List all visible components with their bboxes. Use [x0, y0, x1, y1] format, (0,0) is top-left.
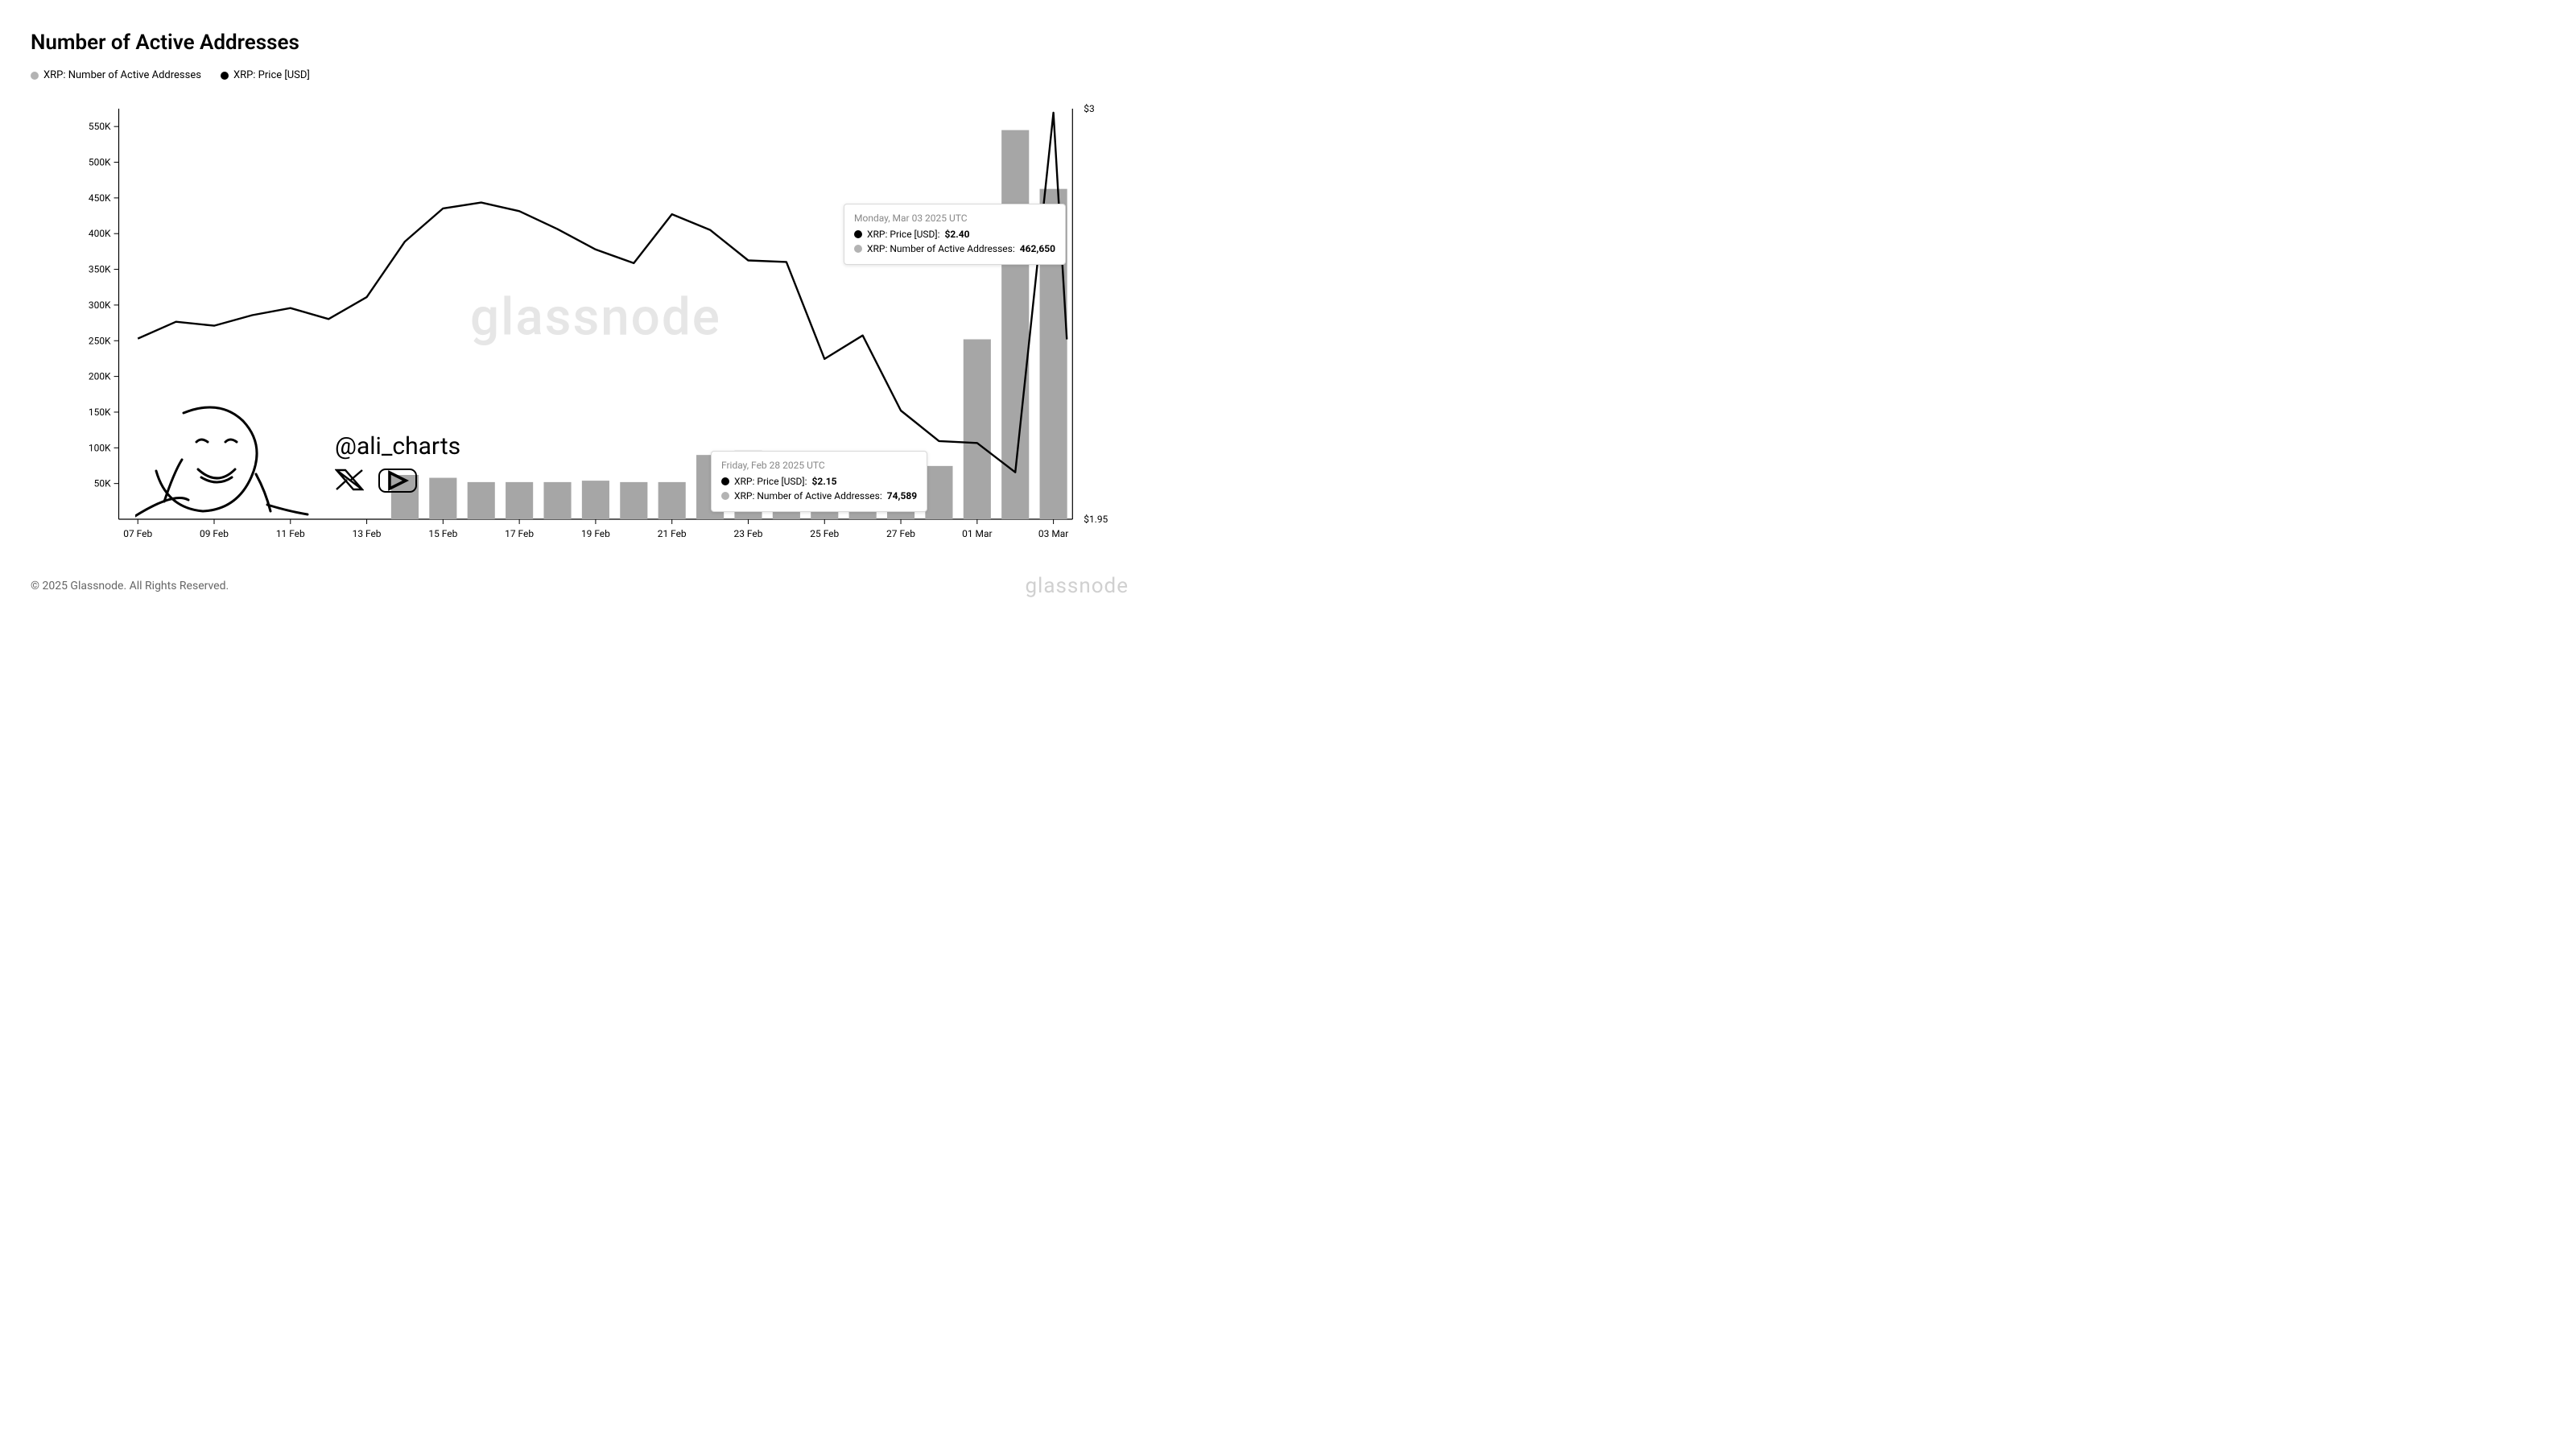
legend-label: XRP: Number of Active Addresses	[43, 69, 201, 81]
tooltip-label: XRP: Price [USD]:	[734, 474, 807, 489]
svg-text:25 Feb: 25 Feb	[810, 528, 839, 539]
chart-area[interactable]: glassnode 50K 100K 150K 200K 250K 300K 350K 400K…	[31, 101, 1129, 551]
tooltip-marker	[854, 245, 862, 253]
svg-text:glassnode: glassnode	[470, 287, 721, 347]
svg-text:$3: $3	[1084, 103, 1094, 114]
legend-marker-grey	[31, 72, 39, 80]
svg-text:19 Feb: 19 Feb	[581, 528, 610, 539]
svg-text:100K: 100K	[89, 442, 111, 453]
svg-text:23 Feb: 23 Feb	[734, 528, 763, 539]
svg-text:03 Mar: 03 Mar	[1038, 528, 1068, 539]
legend-item-price[interactable]: XRP: Price [USD]	[221, 69, 310, 81]
svg-text:400K: 400K	[89, 228, 111, 239]
tooltip-marker	[721, 477, 729, 485]
tooltip-marker	[854, 230, 862, 238]
tooltip-row: XRP: Price [USD]: $2.15	[721, 474, 917, 489]
svg-text:250K: 250K	[89, 335, 111, 346]
tooltip-marker	[721, 492, 729, 500]
svg-text:17 Feb: 17 Feb	[505, 528, 534, 539]
svg-text:150K: 150K	[89, 407, 111, 418]
chart-tooltip: Monday, Mar 03 2025 UTC XRP: Price [USD]:…	[844, 204, 1066, 265]
svg-text:200K: 200K	[89, 371, 111, 382]
tooltip-date: Friday, Feb 28 2025 UTC	[721, 460, 917, 471]
chart-tooltip: Friday, Feb 28 2025 UTC XRP: Price [USD]:…	[711, 451, 927, 512]
tooltip-date: Monday, Mar 03 2025 UTC	[854, 213, 1055, 224]
svg-text:13 Feb: 13 Feb	[353, 528, 382, 539]
tooltip-value: $2.40	[945, 227, 970, 242]
svg-text:09 Feb: 09 Feb	[200, 528, 229, 539]
tooltip-row: XRP: Number of Active Addresses: 462,650	[854, 242, 1055, 256]
glassnode-brand: glassnode	[1025, 574, 1129, 598]
tooltip-value: 74,589	[887, 489, 917, 503]
tooltip-label: XRP: Price [USD]:	[867, 227, 940, 242]
svg-text:21 Feb: 21 Feb	[658, 528, 687, 539]
svg-text:500K: 500K	[89, 156, 111, 167]
avatar-sketch-icon	[135, 405, 320, 521]
legend: XRP: Number of Active Addresses XRP: Pri…	[31, 69, 1129, 81]
author-attribution: @ali_charts	[135, 405, 460, 521]
tooltip-row: XRP: Number of Active Addresses: 74,589	[721, 489, 917, 503]
svg-text:11 Feb: 11 Feb	[276, 528, 305, 539]
svg-text:350K: 350K	[89, 264, 111, 275]
svg-text:300K: 300K	[89, 299, 111, 311]
tooltip-label: XRP: Number of Active Addresses:	[867, 242, 1015, 256]
chart-title: Number of Active Addresses	[31, 31, 1129, 55]
svg-text:50K: 50K	[94, 478, 111, 489]
author-handle: @ali_charts	[335, 432, 460, 460]
svg-text:450K: 450K	[89, 192, 111, 204]
footer: © 2025 Glassnode. All Rights Reserved. g…	[31, 574, 1129, 598]
tooltip-row: XRP: Price [USD]: $2.40	[854, 227, 1055, 242]
svg-text:07 Feb: 07 Feb	[123, 528, 152, 539]
svg-text:550K: 550K	[89, 121, 111, 132]
copyright-text: © 2025 Glassnode. All Rights Reserved.	[31, 580, 229, 592]
youtube-icon	[378, 469, 417, 493]
tooltip-value: 462,650	[1020, 242, 1055, 256]
legend-marker-black	[221, 72, 229, 80]
x-twitter-icon	[335, 469, 364, 494]
svg-text:27 Feb: 27 Feb	[886, 528, 915, 539]
tooltip-value: $2.15	[812, 474, 837, 489]
svg-text:$1.95: $1.95	[1084, 514, 1108, 525]
svg-text:15 Feb: 15 Feb	[428, 528, 457, 539]
svg-text:01 Mar: 01 Mar	[962, 528, 992, 539]
tooltip-label: XRP: Number of Active Addresses:	[734, 489, 882, 503]
legend-item-addresses[interactable]: XRP: Number of Active Addresses	[31, 69, 201, 81]
legend-label: XRP: Price [USD]	[233, 69, 310, 81]
